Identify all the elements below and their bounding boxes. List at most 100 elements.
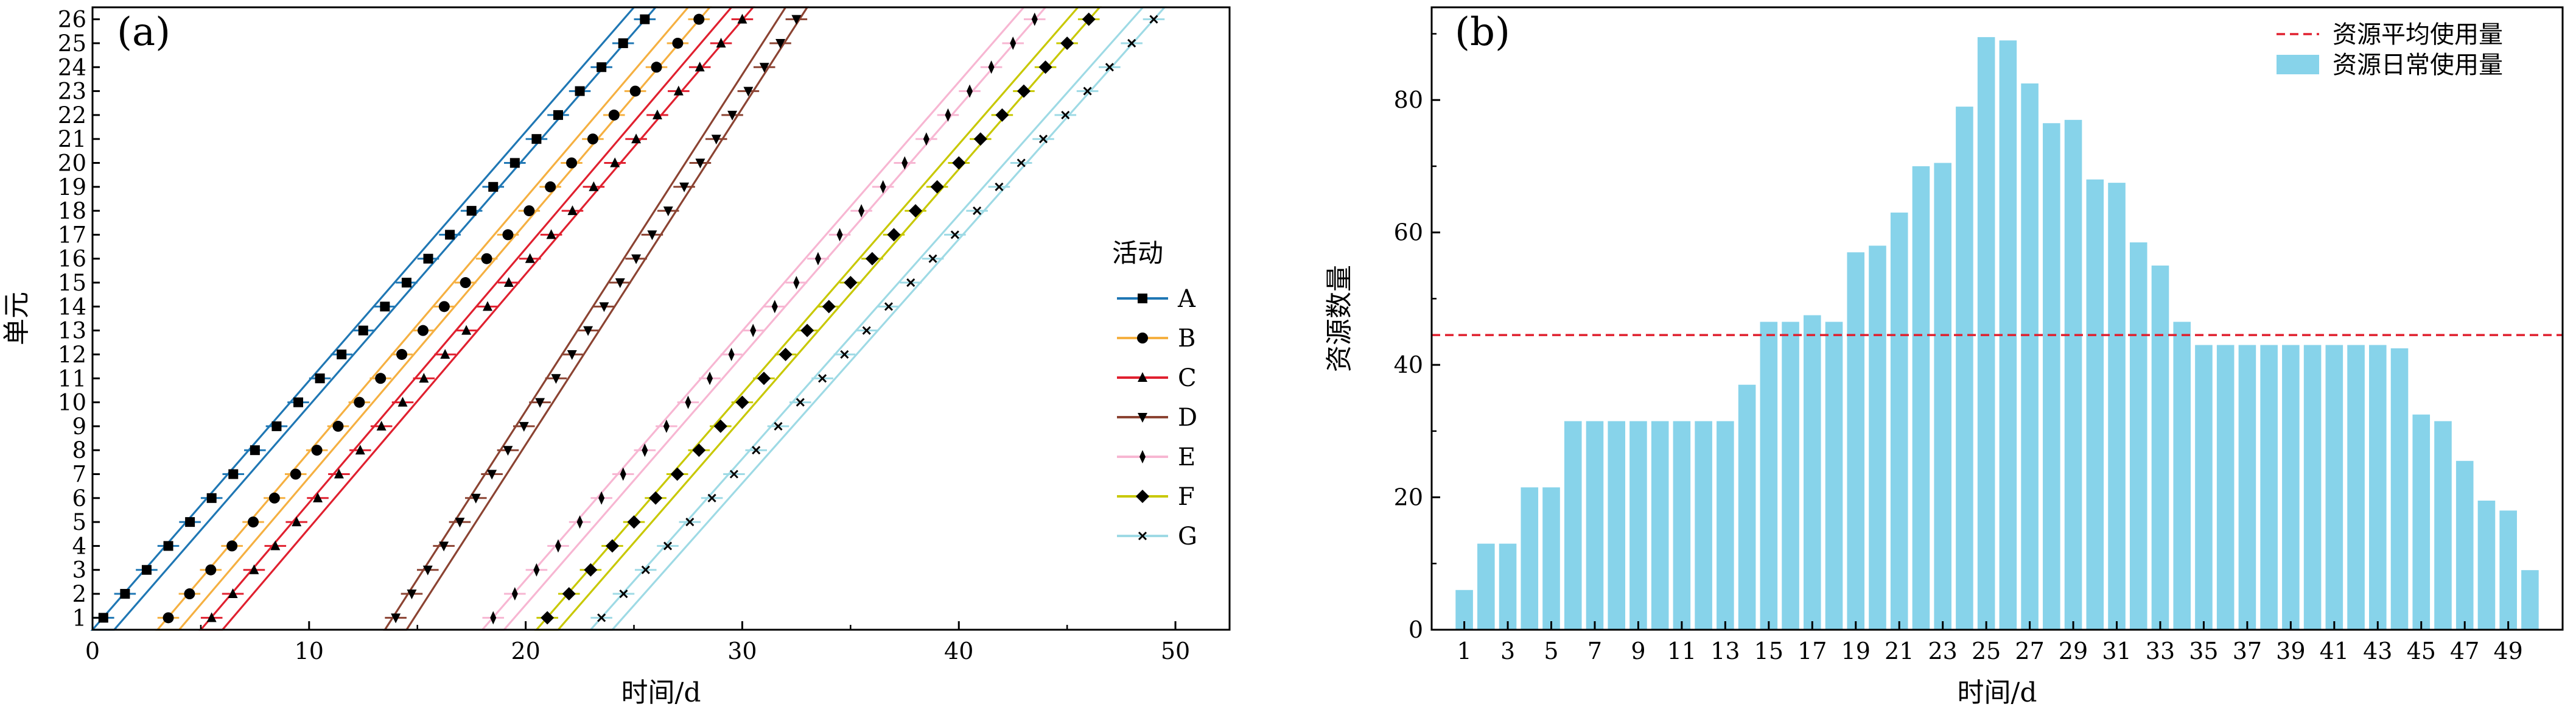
resource-bar (2325, 345, 2343, 630)
x-tick-label-a: 50 (1161, 638, 1190, 664)
activity-e-marker (988, 60, 995, 74)
activity-f-marker (887, 228, 901, 242)
activity-g-marker (906, 278, 915, 287)
activity-e-marker (533, 563, 540, 577)
resource-bar (2216, 345, 2235, 630)
activity-e-series (480, 6, 1048, 631)
activity-f-marker (605, 539, 619, 553)
activity-d-marker (583, 326, 593, 336)
resource-bar (2086, 179, 2104, 630)
resource-bar (2282, 345, 2300, 630)
activity-b-marker (290, 468, 301, 480)
x-tick-label-b: 3 (1500, 638, 1515, 664)
activity-e-marker (490, 611, 497, 625)
panel-b-resource-bar-chart: 1 3 5 7 9 11 13 15 17 19 21 23 25 27 29 31 33 35 37 39 41 43 4… (1324, 6, 2564, 708)
activity-b-marker (587, 133, 598, 145)
legend-label-a: A (1177, 285, 1196, 313)
x-tick-label-a: 30 (727, 638, 757, 664)
x-tick-label-a: 0 (85, 638, 100, 664)
activity-c-marker (673, 85, 684, 96)
activity-e-marker (923, 132, 929, 146)
legend-bar-label: 资源日常使用量 (2333, 51, 2503, 79)
x-tick-label-b: 31 (2102, 638, 2131, 664)
activity-a-marker (531, 134, 542, 144)
resource-bar (1608, 421, 1626, 630)
resource-bar (2151, 266, 2169, 630)
activity-a-marker (488, 181, 499, 192)
activity-d-marker (615, 278, 625, 289)
activity-f-marker (735, 395, 749, 409)
activity-e-marker (858, 204, 865, 218)
activity-g-marker (840, 350, 849, 359)
activity-f-outline (534, 6, 1102, 631)
y-tick-label-b: 80 (1394, 86, 1423, 113)
y-tick-label-a: 14 (58, 294, 86, 320)
resource-bar (2195, 345, 2213, 630)
activity-e-marker (555, 539, 561, 553)
activity-g-marker (1061, 110, 1070, 119)
activity-e-marker (663, 419, 670, 433)
activity-f-marker (562, 587, 576, 601)
legend-label-d: D (1178, 404, 1197, 432)
resource-bar (2303, 345, 2322, 630)
activity-c-marker (334, 468, 344, 479)
resource-bar (2238, 345, 2256, 630)
activity-f-marker (779, 347, 793, 361)
y-tick-label-a: 4 (72, 533, 86, 559)
activity-b-series (155, 6, 712, 631)
activity-a-marker (445, 230, 455, 240)
activity-b-marker (438, 301, 450, 312)
panel-label-a: (a) (117, 10, 170, 55)
resource-bar (1803, 315, 1821, 630)
activity-g-marker (928, 254, 937, 263)
legend-marker-e (1139, 450, 1146, 463)
activity-a-marker (98, 613, 108, 623)
legend-marker-f (1136, 490, 1149, 503)
activity-a-marker (141, 565, 152, 575)
resource-bar (1934, 163, 1951, 630)
legend-label-b: B (1178, 325, 1195, 353)
activity-d-marker (487, 470, 497, 480)
x-tick-label-b: 45 (2407, 638, 2436, 664)
activity-c-marker (695, 62, 705, 72)
y-tick-label-a: 15 (58, 270, 86, 296)
activity-g-marker (619, 589, 628, 599)
activity-f-marker (670, 467, 684, 481)
activity-d-marker (759, 63, 769, 73)
activity-b-marker (545, 181, 556, 192)
y-tick-label-a: 12 (58, 342, 86, 368)
activity-c-marker (631, 133, 642, 144)
activity-d-outline (383, 6, 810, 631)
activity-a-marker (423, 253, 433, 264)
activity-b-outline (155, 6, 712, 631)
activity-g-marker (796, 398, 805, 407)
activity-d-marker (391, 613, 401, 624)
plot-frame-a (91, 6, 1231, 631)
activity-d-marker (535, 398, 545, 408)
activity-g-marker (685, 518, 695, 527)
activity-b-marker (375, 373, 387, 384)
activity-d-marker (455, 518, 465, 528)
resource-bar (2347, 345, 2365, 630)
activity-g-marker (663, 541, 673, 551)
activity-c-marker (737, 13, 747, 24)
y-tick-label-a: 11 (58, 365, 86, 392)
resource-bar (2412, 414, 2431, 630)
activity-b-marker (502, 229, 514, 241)
activity-b-marker (481, 253, 492, 264)
activity-b-marker (248, 516, 259, 528)
x-tick-label-b: 15 (1754, 638, 1783, 664)
x-tick-label-a: 10 (295, 638, 324, 664)
activity-a-marker (250, 445, 260, 456)
resource-bar (1977, 37, 1995, 630)
activity-d-marker (695, 158, 705, 169)
activity-f-marker (757, 372, 771, 386)
activity-f-marker (1038, 60, 1052, 74)
activity-f-marker (692, 443, 706, 457)
activity-f-marker (973, 132, 987, 146)
activity-c-marker (461, 325, 472, 335)
activity-f-marker (930, 180, 944, 194)
resource-bar (1521, 487, 1539, 630)
resource-bar (1651, 421, 1669, 630)
